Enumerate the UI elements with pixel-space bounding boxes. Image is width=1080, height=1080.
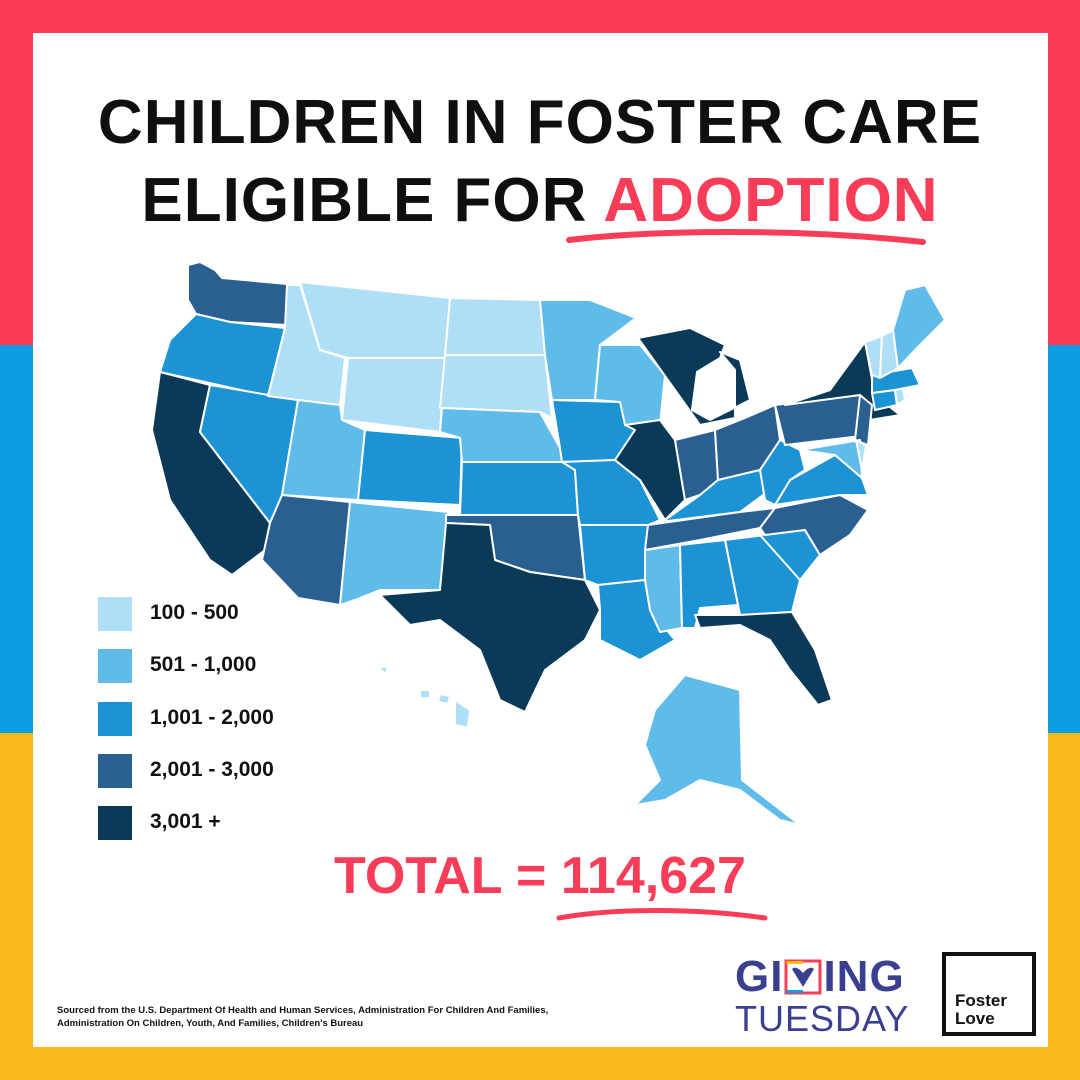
state-MI: [637, 327, 751, 426]
state-WY: [341, 357, 446, 433]
total-underline-swoosh: [556, 908, 768, 921]
title-line-2-prefix: ELIGIBLE FOR: [141, 166, 604, 235]
state-AZ: [261, 494, 351, 606]
legend-swatch: [98, 649, 132, 683]
title-line-2: ELIGIBLE FOR ADOPTION: [0, 170, 1080, 232]
legend-item: 501 - 1,000: [98, 649, 358, 683]
state-MD: [799, 439, 863, 479]
state-MT: [299, 281, 451, 359]
legend-swatch: [98, 806, 132, 840]
state-GA: [724, 534, 801, 616]
title-underline-swoosh: [566, 229, 926, 245]
state-NM: [339, 501, 449, 606]
giving-tuesday-text-b: ING: [823, 952, 905, 1001]
giving-tuesday-line-1: GI ING: [735, 955, 930, 999]
foster-love-line-1: Foster: [955, 991, 1007, 1010]
foster-love-logo: Foster Love: [942, 952, 1036, 1036]
legend-label: 2,001 - 3,000: [150, 758, 274, 781]
state-AR: [579, 524, 649, 586]
heart-v-icon: [784, 959, 822, 995]
title-accent-word: ADOPTION: [603, 166, 939, 235]
state-NC: [759, 494, 869, 556]
legend-item: 100 - 500: [98, 597, 358, 631]
legend-label: 100 - 500: [150, 601, 239, 624]
giving-tuesday-line-2: TUESDAY: [735, 998, 910, 1039]
legend-item: 2,001 - 3,000: [98, 754, 358, 788]
legend-swatch: [98, 702, 132, 736]
state-KS: [459, 461, 579, 516]
foster-love-line-2: Love: [955, 1008, 995, 1028]
state-ND: [444, 297, 546, 356]
giving-tuesday-logo: GI ING TUESDAY: [735, 955, 930, 1037]
total-value: 114,627: [560, 847, 746, 905]
legend-label: 1,001 - 2,000: [150, 706, 274, 729]
foster-love-text: Foster Love: [955, 992, 1007, 1028]
state-CO: [357, 429, 463, 506]
total-label: TOTAL =: [334, 847, 561, 905]
state-HI: [377, 665, 471, 729]
state-NJ: [854, 394, 873, 446]
legend-label: 3,001 +: [150, 810, 221, 833]
legend-swatch: [98, 754, 132, 788]
state-AK: [634, 674, 801, 826]
state-FL: [694, 611, 833, 706]
total-line: TOTAL = 114,627: [0, 850, 1080, 902]
title-line-1: CHILDREN IN FOSTER CARE: [97, 88, 983, 157]
legend-label: 501 - 1,000: [150, 653, 257, 676]
state-DE: [855, 439, 867, 471]
legend-item: 1,001 - 2,000: [98, 702, 358, 736]
state-TX: [379, 522, 601, 713]
giving-tuesday-text-a: GI: [735, 952, 784, 1001]
state-SD: [439, 354, 553, 419]
state-ME: [892, 284, 946, 369]
legend-swatch: [98, 597, 132, 631]
source-citation: Sourced from the U.S. Department Of Heal…: [57, 1005, 549, 1029]
legend-item: 3,001 +: [98, 806, 358, 840]
